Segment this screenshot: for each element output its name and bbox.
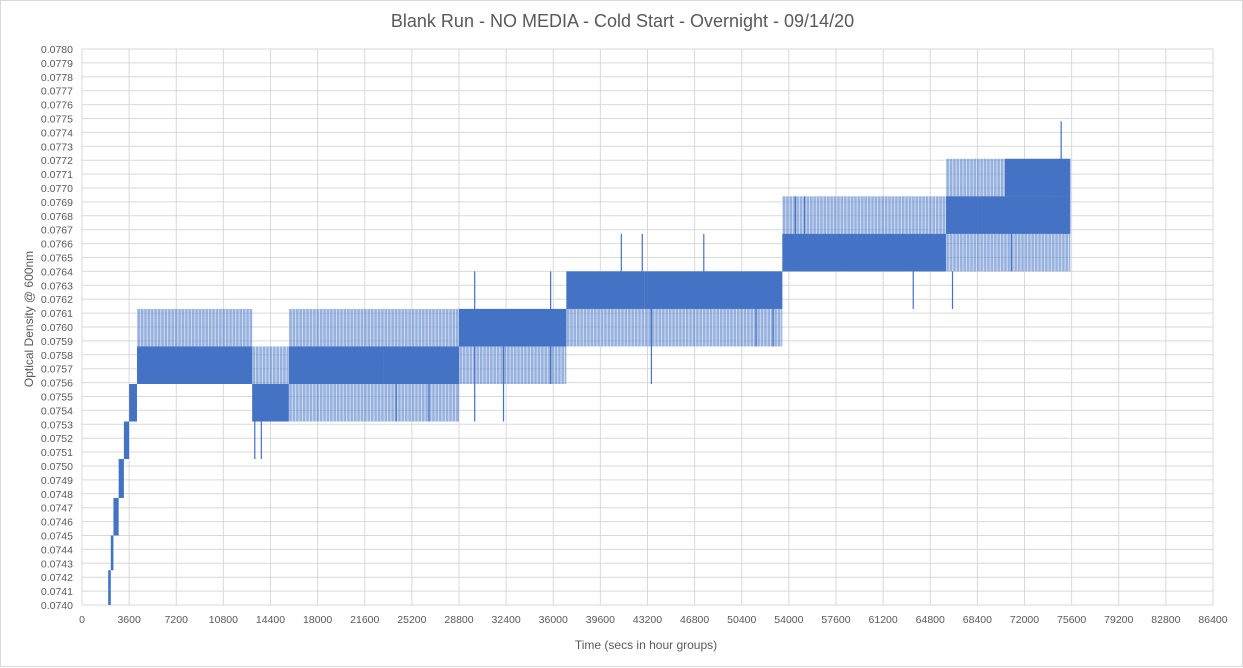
x-tick-label: 28800 — [444, 614, 473, 626]
x-tick-label: 39600 — [586, 614, 615, 626]
y-tick-label: 0.0758 — [41, 350, 73, 362]
data-band — [782, 233, 946, 272]
x-axis-title: Time (secs in hour groups) — [574, 638, 718, 652]
x-tick-label: 10800 — [209, 614, 238, 626]
x-tick-label: 64800 — [916, 614, 945, 626]
y-tick-label: 0.0777 — [41, 86, 73, 98]
chart-title: Blank Run - NO MEDIA - Cold Start - Over… — [390, 11, 855, 31]
y-tick-label: 0.0754 — [41, 405, 73, 417]
y-tick-label: 0.0771 — [41, 169, 73, 181]
y-tick-label: 0.0774 — [41, 127, 73, 139]
x-tick-label: 36000 — [539, 614, 568, 626]
x-tick-label: 32400 — [492, 614, 521, 626]
y-tick-label: 0.0769 — [41, 197, 73, 209]
y-tick-label: 0.0743 — [41, 558, 73, 570]
x-tick-label: 46800 — [680, 614, 709, 626]
x-tick-label: 18000 — [303, 614, 332, 626]
data-band — [129, 383, 137, 422]
data-band — [118, 459, 124, 498]
y-tick-label: 0.0756 — [41, 378, 73, 390]
y-tick-label: 0.0748 — [41, 489, 73, 501]
y-tick-label: 0.0760 — [41, 322, 73, 334]
y-tick-label: 0.0770 — [41, 183, 73, 195]
y-tick-label: 0.0752 — [41, 433, 73, 445]
y-tick-label: 0.0763 — [41, 280, 73, 292]
data-band — [136, 346, 253, 384]
y-tick-label: 0.0766 — [41, 239, 73, 251]
data-band — [288, 346, 384, 384]
x-tick-label: 57600 — [821, 614, 850, 626]
y-tick-label: 0.0746 — [41, 517, 73, 529]
x-tick-label: 43200 — [633, 614, 662, 626]
x-tick-label: 75600 — [1057, 614, 1086, 626]
y-tick-label: 0.0757 — [41, 364, 73, 376]
y-tick-label: 0.0780 — [41, 44, 73, 56]
data-band — [644, 271, 783, 309]
y-tick-label: 0.0776 — [41, 100, 73, 112]
y-tick-label: 0.0742 — [41, 572, 73, 584]
x-tick-label: 68400 — [963, 614, 992, 626]
x-tick-label: 3600 — [117, 614, 141, 626]
data-band — [459, 308, 567, 347]
y-tick-label: 0.0778 — [41, 72, 73, 84]
y-tick-label: 0.0750 — [41, 461, 73, 473]
x-tick-label: 82800 — [1151, 614, 1180, 626]
x-tick-label: 72000 — [1010, 614, 1039, 626]
y-tick-label: 0.0779 — [41, 58, 73, 70]
data-band — [1004, 158, 1071, 197]
y-tick-label: 0.0749 — [41, 475, 73, 487]
data-band — [108, 570, 111, 605]
y-tick-label: 0.0744 — [41, 544, 73, 556]
x-tick-label: 0 — [79, 614, 85, 626]
data-band — [977, 196, 1071, 234]
y-tick-label: 0.0773 — [41, 141, 73, 153]
y-tick-label: 0.0765 — [41, 253, 73, 265]
x-tick-label: 7200 — [165, 614, 189, 626]
data-band — [123, 421, 130, 460]
data-band — [566, 271, 645, 309]
x-tick-label: 54000 — [774, 614, 803, 626]
data-band — [383, 346, 459, 384]
y-tick-label: 0.0764 — [41, 266, 73, 278]
y-tick-label: 0.0767 — [41, 225, 73, 237]
y-tick-label: 0.0775 — [41, 114, 73, 126]
data-band — [110, 535, 114, 571]
y-tick-label: 0.0745 — [41, 531, 73, 543]
y-tick-label: 0.0753 — [41, 419, 73, 431]
y-tick-label: 0.0751 — [41, 447, 73, 459]
x-tick-label: 25200 — [397, 614, 426, 626]
y-tick-label: 0.0761 — [41, 308, 73, 320]
x-tick-label: 79200 — [1104, 614, 1133, 626]
y-tick-label: 0.0772 — [41, 155, 73, 167]
x-tick-label: 50400 — [727, 614, 756, 626]
y-tick-label: 0.0747 — [41, 503, 73, 515]
x-tick-label: 21600 — [350, 614, 379, 626]
x-tick-label: 61200 — [869, 614, 898, 626]
y-tick-label: 0.0755 — [41, 392, 73, 404]
y-tick-label: 0.0768 — [41, 211, 73, 223]
x-tick-label: 14400 — [256, 614, 285, 626]
data-band — [945, 196, 978, 234]
y-tick-label: 0.0759 — [41, 336, 73, 348]
y-tick-label: 0.0762 — [41, 294, 73, 306]
x-tick-label: 86400 — [1198, 614, 1227, 626]
y-axis-title: Optical Density @ 600nm — [22, 250, 36, 388]
data-band — [113, 497, 119, 536]
y-tick-label: 0.0740 — [41, 600, 73, 612]
y-tick-label: 0.0741 — [41, 586, 73, 598]
data-band — [252, 383, 289, 422]
